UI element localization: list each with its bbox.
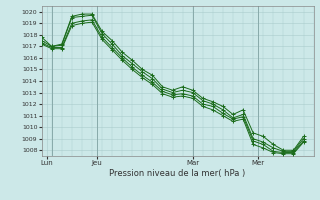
X-axis label: Pression niveau de la mer( hPa ): Pression niveau de la mer( hPa ) bbox=[109, 169, 246, 178]
